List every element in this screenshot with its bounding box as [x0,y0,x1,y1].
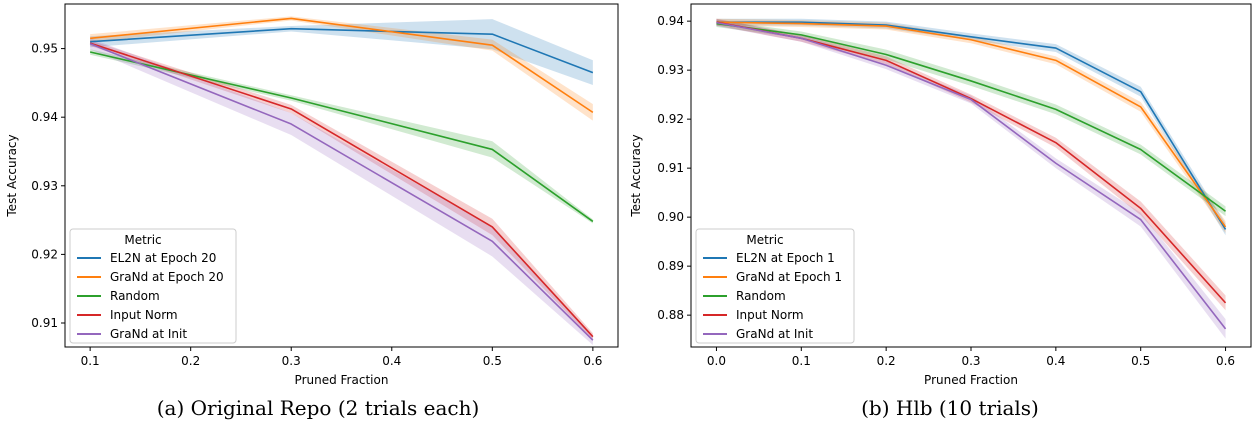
y-tick-label: 0.89 [657,259,684,273]
y-tick-label: 0.95 [31,42,58,56]
series-line-2 [716,21,1227,228]
x-tick-label: 0.6 [1216,354,1235,368]
legend-box [695,228,855,344]
series-band-2 [716,18,1226,233]
panel-caption: (b) Hlb (10 trials) [861,396,1039,420]
legend-label-3: Random [736,289,786,303]
x-tick-label: 0.2 [877,354,896,368]
x-tick-label: 0.5 [483,354,502,368]
series-band-1 [90,19,593,85]
series-band-5 [90,38,593,345]
x-axis-label: Pruned Fraction [295,373,389,387]
legend-label-4: Input Norm [110,308,178,322]
legend-label-2: GraNd at Epoch 1 [736,270,842,284]
x-tick-label: 0.1 [81,354,100,368]
legend: Metric EL2N at Epoch 20 GraNd at Epoch 20 R… [69,228,237,344]
x-tick-label: 0.1 [792,354,811,368]
legend-label-5: GraNd at Init [736,327,813,341]
series-line-2 [90,17,594,114]
y-tick-label: 0.93 [31,179,58,193]
x-tick-label: 0.2 [181,354,200,368]
legend-label-1: EL2N at Epoch 20 [110,251,216,265]
series-line-5 [89,43,594,341]
legend-label-5: GraNd at Init [110,327,187,341]
legend-title: Metric [124,233,161,247]
x-axis-label: Pruned Fraction [924,373,1018,387]
series-line-5 [716,21,1227,330]
series-line-4 [89,42,594,338]
legend-box [69,228,237,344]
legend-label-4: Input Norm [736,308,804,322]
legend-label-2: GraNd at Epoch 20 [110,270,224,284]
y-tick-label: 0.88 [657,308,684,322]
x-tick-label: 0.3 [282,354,301,368]
x-tick-label: 0.4 [382,354,401,368]
series-band-1 [716,18,1226,236]
x-tick-label: 0.3 [961,354,980,368]
x-tick-label: 0.5 [1131,354,1150,368]
legend-label-1: EL2N at Epoch 1 [736,251,835,265]
y-tick-label: 0.91 [657,161,684,175]
axes-frame [64,3,619,348]
y-axis-label: Test Accuracy [5,134,19,217]
legend-label-3: Random [110,289,160,303]
panel-caption: (a) Original Repo (2 trials each) [157,396,480,420]
y-tick-label: 0.92 [657,112,684,126]
y-axis-label: Test Accuracy [629,134,643,217]
y-tick-label: 0.91 [31,316,58,330]
panel-b: 0.0 0.1 0.2 0.3 0.4 0.5 0.6 0.88 0.89 0.90 0.91 0.9… [629,3,1252,420]
y-tick-label: 0.94 [31,110,58,124]
y-tick-label: 0.94 [657,14,684,28]
x-tick-label: 0.0 [707,354,726,368]
series-line-1 [716,21,1227,230]
y-tick-label: 0.93 [657,63,684,77]
legend-title: Metric [746,233,783,247]
y-tick-label: 0.90 [657,210,684,224]
legend: Metric EL2N at Epoch 1 GraNd at Epoch 1 Ran… [695,228,855,344]
x-tick-label: 0.4 [1046,354,1065,368]
x-tick-label: 0.6 [583,354,602,368]
series-line-3 [716,22,1227,212]
panel-a: 0.1 0.2 0.3 0.4 0.5 0.6 0.91 0.92 0.93 0.94 0.95 Pr… [5,3,619,420]
y-tick-label: 0.92 [31,247,58,261]
series-line-3 [89,51,594,223]
